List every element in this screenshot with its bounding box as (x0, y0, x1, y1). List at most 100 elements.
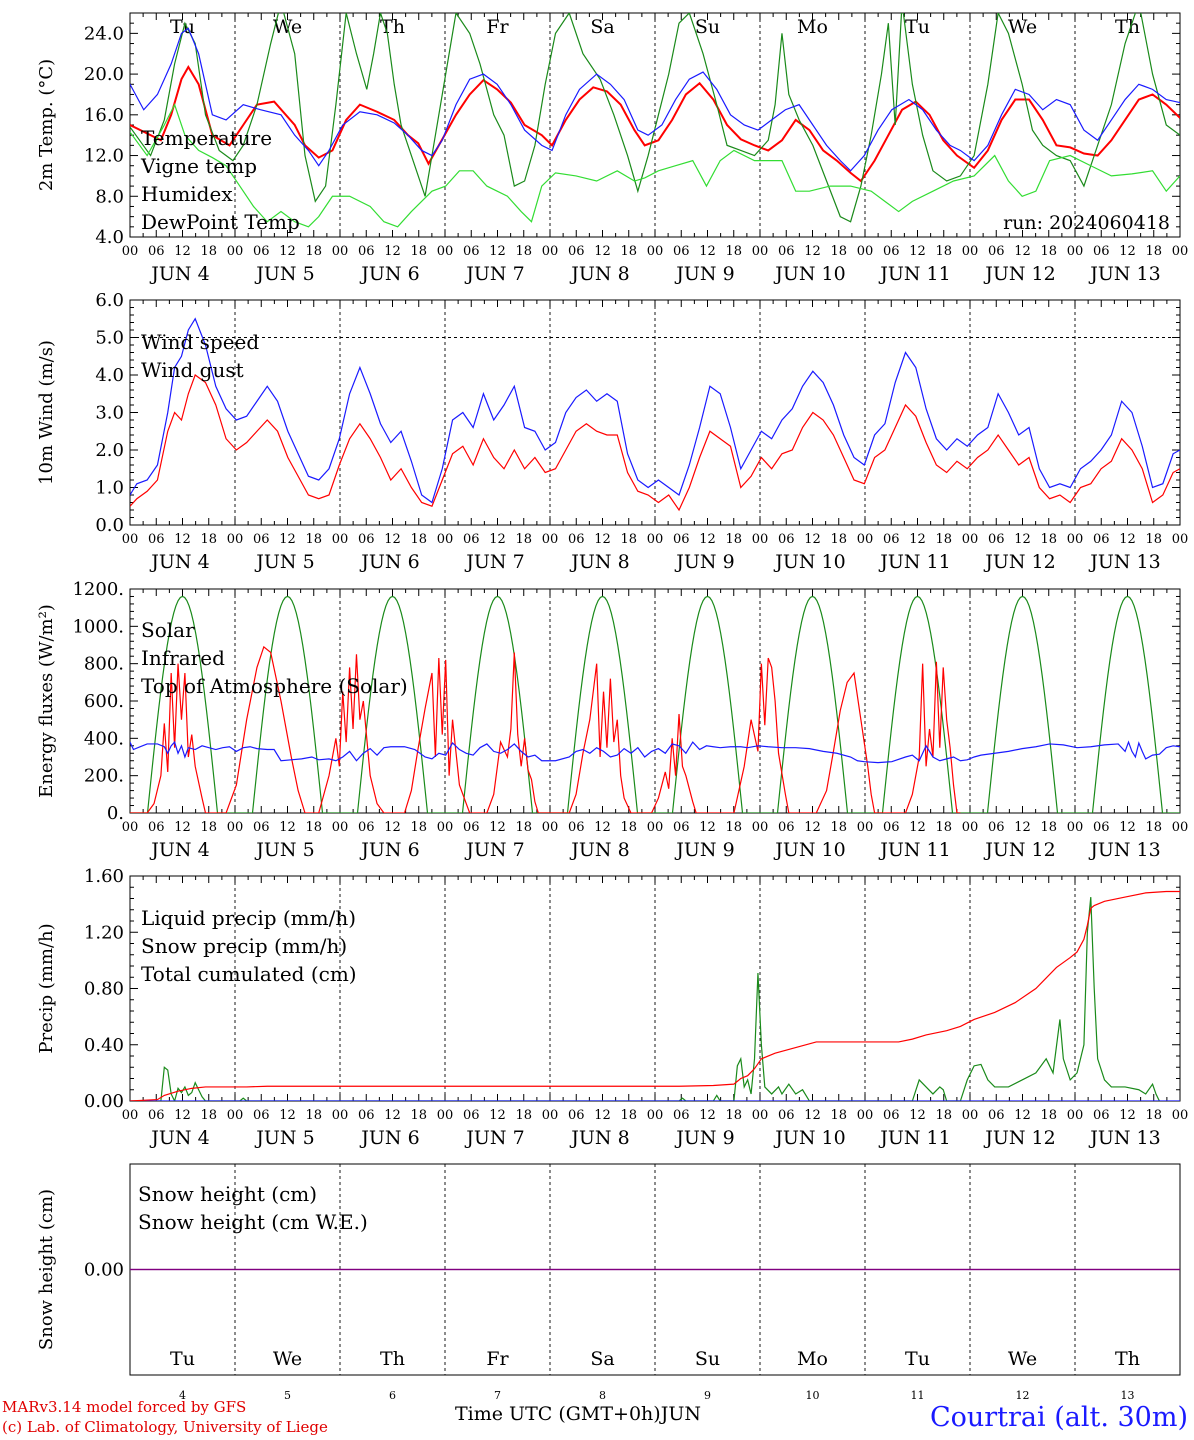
weekday-label: Th (380, 1348, 405, 1370)
hour-tick-label: 18 (410, 820, 427, 835)
hour-tick-label: 12 (489, 820, 506, 835)
y-axis-label: Snow height (cm) (36, 1189, 57, 1350)
legend-entry: Top of Atmosphere (Solar) (141, 674, 408, 698)
hour-tick-label: 06 (463, 244, 480, 259)
hour-tick-label: 00 (647, 1108, 664, 1123)
hour-tick-label: 06 (568, 820, 585, 835)
hour-tick-label: 00 (752, 1108, 769, 1123)
hour-tick-label: 06 (358, 532, 375, 547)
weekday-label: Th (1115, 1348, 1140, 1370)
date-label: JUN 11 (878, 1127, 950, 1149)
date-label: JUN 4 (149, 263, 209, 285)
hour-tick-label: 00 (542, 820, 559, 835)
weekday-label: Fr (486, 1348, 509, 1370)
hour-tick-label: 00 (857, 532, 874, 547)
y-tick-label: 0.80 (84, 979, 124, 1000)
hour-tick-label: 00 (332, 244, 349, 259)
hour-tick-label: 12 (279, 820, 296, 835)
hour-tick-label: 06 (1093, 244, 1110, 259)
series-line-1 (130, 897, 1160, 1101)
hour-tick-label: 18 (200, 532, 217, 547)
hour-tick-label: 18 (410, 1108, 427, 1123)
weekday-label: Fr (486, 16, 509, 38)
hour-tick-label: 12 (384, 1108, 401, 1123)
date-label: JUN 6 (359, 839, 419, 861)
hour-tick-label: 00 (1067, 532, 1084, 547)
hour-tick-label: 00 (752, 820, 769, 835)
hour-tick-label: 06 (988, 244, 1005, 259)
hour-tick-label: 18 (830, 1108, 847, 1123)
hour-tick-label: 18 (1040, 1108, 1057, 1123)
hour-tick-label: 00 (227, 532, 244, 547)
hour-tick-label: 00 (752, 532, 769, 547)
weekday-label: Sa (590, 16, 614, 38)
hour-tick-label: 12 (594, 244, 611, 259)
date-label: JUN 13 (1088, 1127, 1160, 1149)
hour-tick-label: 06 (988, 1108, 1005, 1123)
hour-tick-label: 06 (988, 820, 1005, 835)
weekday-label: Sa (590, 1348, 614, 1370)
hour-tick-label: 12 (909, 532, 926, 547)
y-tick-label: 0.00 (84, 1091, 124, 1112)
hour-tick-label: 18 (200, 1108, 217, 1123)
day-number-label: 7 (494, 1389, 501, 1402)
hour-tick-label: 06 (463, 1108, 480, 1123)
hour-tick-label: 00 (332, 1108, 349, 1123)
hour-tick-label: 18 (305, 244, 322, 259)
hour-tick-label: 00 (227, 244, 244, 259)
date-label: JUN 12 (983, 263, 1055, 285)
y-tick-label: 0.40 (84, 1035, 124, 1056)
hour-tick-label: 00 (752, 244, 769, 259)
date-label: JUN 9 (674, 551, 734, 573)
hour-tick-label: 00 (857, 244, 874, 259)
date-label: JUN 10 (773, 263, 845, 285)
weekday-label: We (1008, 16, 1037, 38)
date-label: JUN 11 (878, 839, 950, 861)
hour-tick-label: 18 (935, 244, 952, 259)
hour-tick-label: 06 (253, 532, 270, 547)
hour-tick-label: 00 (122, 532, 139, 547)
hour-tick-label: 12 (804, 820, 821, 835)
hour-tick-label: 00 (332, 820, 349, 835)
hour-tick-label: 12 (279, 244, 296, 259)
hour-tick-label: 12 (384, 244, 401, 259)
hour-tick-label: 06 (358, 1108, 375, 1123)
date-label: JUN 5 (254, 839, 314, 861)
hour-tick-label: 18 (620, 820, 637, 835)
y-axis-label: Precip (mm/h) (36, 923, 57, 1053)
hour-tick-label: 18 (935, 820, 952, 835)
y-tick-label: 800. (84, 654, 124, 675)
hour-tick-label: 00 (647, 244, 664, 259)
date-label: JUN 5 (254, 551, 314, 573)
hour-tick-label: 00 (122, 244, 139, 259)
hour-tick-label: 12 (174, 532, 191, 547)
hour-tick-label: 18 (725, 820, 742, 835)
date-label: JUN 7 (464, 1127, 524, 1149)
hour-tick-label: 00 (437, 1108, 454, 1123)
hour-tick-label: 06 (1093, 1108, 1110, 1123)
date-label: JUN 4 (149, 839, 209, 861)
y-tick-label: 0. (107, 803, 124, 824)
hour-tick-label: 06 (673, 820, 690, 835)
hour-tick-label: 12 (1119, 1108, 1136, 1123)
day-number-label: 10 (806, 1389, 820, 1402)
hour-tick-label: 00 (962, 820, 979, 835)
station-label: Courtrai (alt. 30m) (929, 1402, 1188, 1433)
hour-tick-label: 12 (1014, 532, 1031, 547)
weekday-label: Su (695, 16, 720, 38)
hour-tick-label: 06 (883, 532, 900, 547)
hour-tick-label: 06 (778, 532, 795, 547)
y-tick-label: 2.0 (95, 440, 124, 461)
hour-tick-label: 06 (568, 1108, 585, 1123)
chart-panel-3: 00 06 12 18 00 06 12 18 00 06 12 18 00 06 12 18 00 06 12 18… (36, 579, 1188, 861)
hour-tick-label: 12 (699, 1108, 716, 1123)
hour-tick-label: 00 (962, 1108, 979, 1123)
hour-tick-label: 00 (227, 1108, 244, 1123)
hour-tick-label: 06 (148, 532, 165, 547)
date-label: JUN 11 (878, 263, 950, 285)
time-axis-label: Time UTC (GMT+0h)JUN (455, 1403, 701, 1425)
hour-tick-label: 18 (935, 532, 952, 547)
legend-entry: Humidex (141, 182, 233, 206)
day-number-label: 8 (599, 1389, 606, 1402)
hour-tick-label: 12 (384, 820, 401, 835)
